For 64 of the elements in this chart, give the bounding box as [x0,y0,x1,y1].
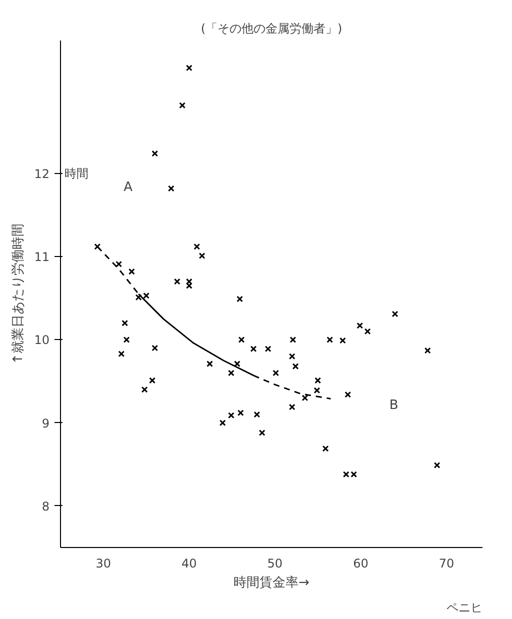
x-tick-label: 50 [267,556,283,570]
point [186,64,192,72]
point [302,394,308,402]
x-axis-title: 時間賃金率→ [234,574,310,590]
x-tick-label: 40 [182,556,197,570]
y-tick-label: 9 [42,416,50,430]
point [186,282,192,289]
point [94,243,101,250]
point [250,346,257,352]
point [314,377,322,384]
point [228,412,234,419]
point [149,377,156,384]
point [290,336,296,343]
point [236,296,243,302]
point [344,391,352,398]
point [238,336,245,343]
annotation: A [124,180,133,196]
y-tick-label: 11 [34,250,50,264]
point [237,410,244,416]
point [198,252,206,259]
y-tick-label: 8 [42,499,50,514]
point [122,320,128,326]
point [264,346,272,352]
text: ペニヒ [446,600,482,614]
point [174,278,180,285]
x-tick-label: 70 [438,556,454,570]
point [434,462,440,468]
point [364,328,371,335]
point [314,387,320,394]
y-axis-title: ↑就業日あたり労働時間 [11,224,26,364]
point [288,353,296,360]
point [288,404,296,410]
point [272,370,280,376]
annotation: 時間 [64,166,88,180]
point [123,336,130,343]
y-tick-label: 12 [34,166,50,181]
chart-title: (「その他の金属労働者」) [200,22,342,36]
x-tick-label: 30 [96,556,112,570]
point [356,322,364,329]
point [179,102,186,109]
point [206,360,213,368]
point [322,445,329,452]
point [118,350,125,358]
point [339,337,346,344]
x-tick-label: 60 [353,556,368,570]
point [168,185,174,192]
point [152,150,158,157]
point [254,411,260,418]
point [228,370,234,376]
point [128,268,135,275]
point [292,363,299,370]
point [326,336,334,343]
point [424,347,431,354]
point [186,278,192,285]
point [392,310,398,318]
y-tick-label: 10 [34,333,50,348]
point [141,386,148,393]
point [219,420,226,426]
point [116,260,122,268]
point [258,430,266,436]
annotation: B [389,398,398,414]
point [234,360,240,368]
point [152,344,158,352]
point [194,243,200,250]
